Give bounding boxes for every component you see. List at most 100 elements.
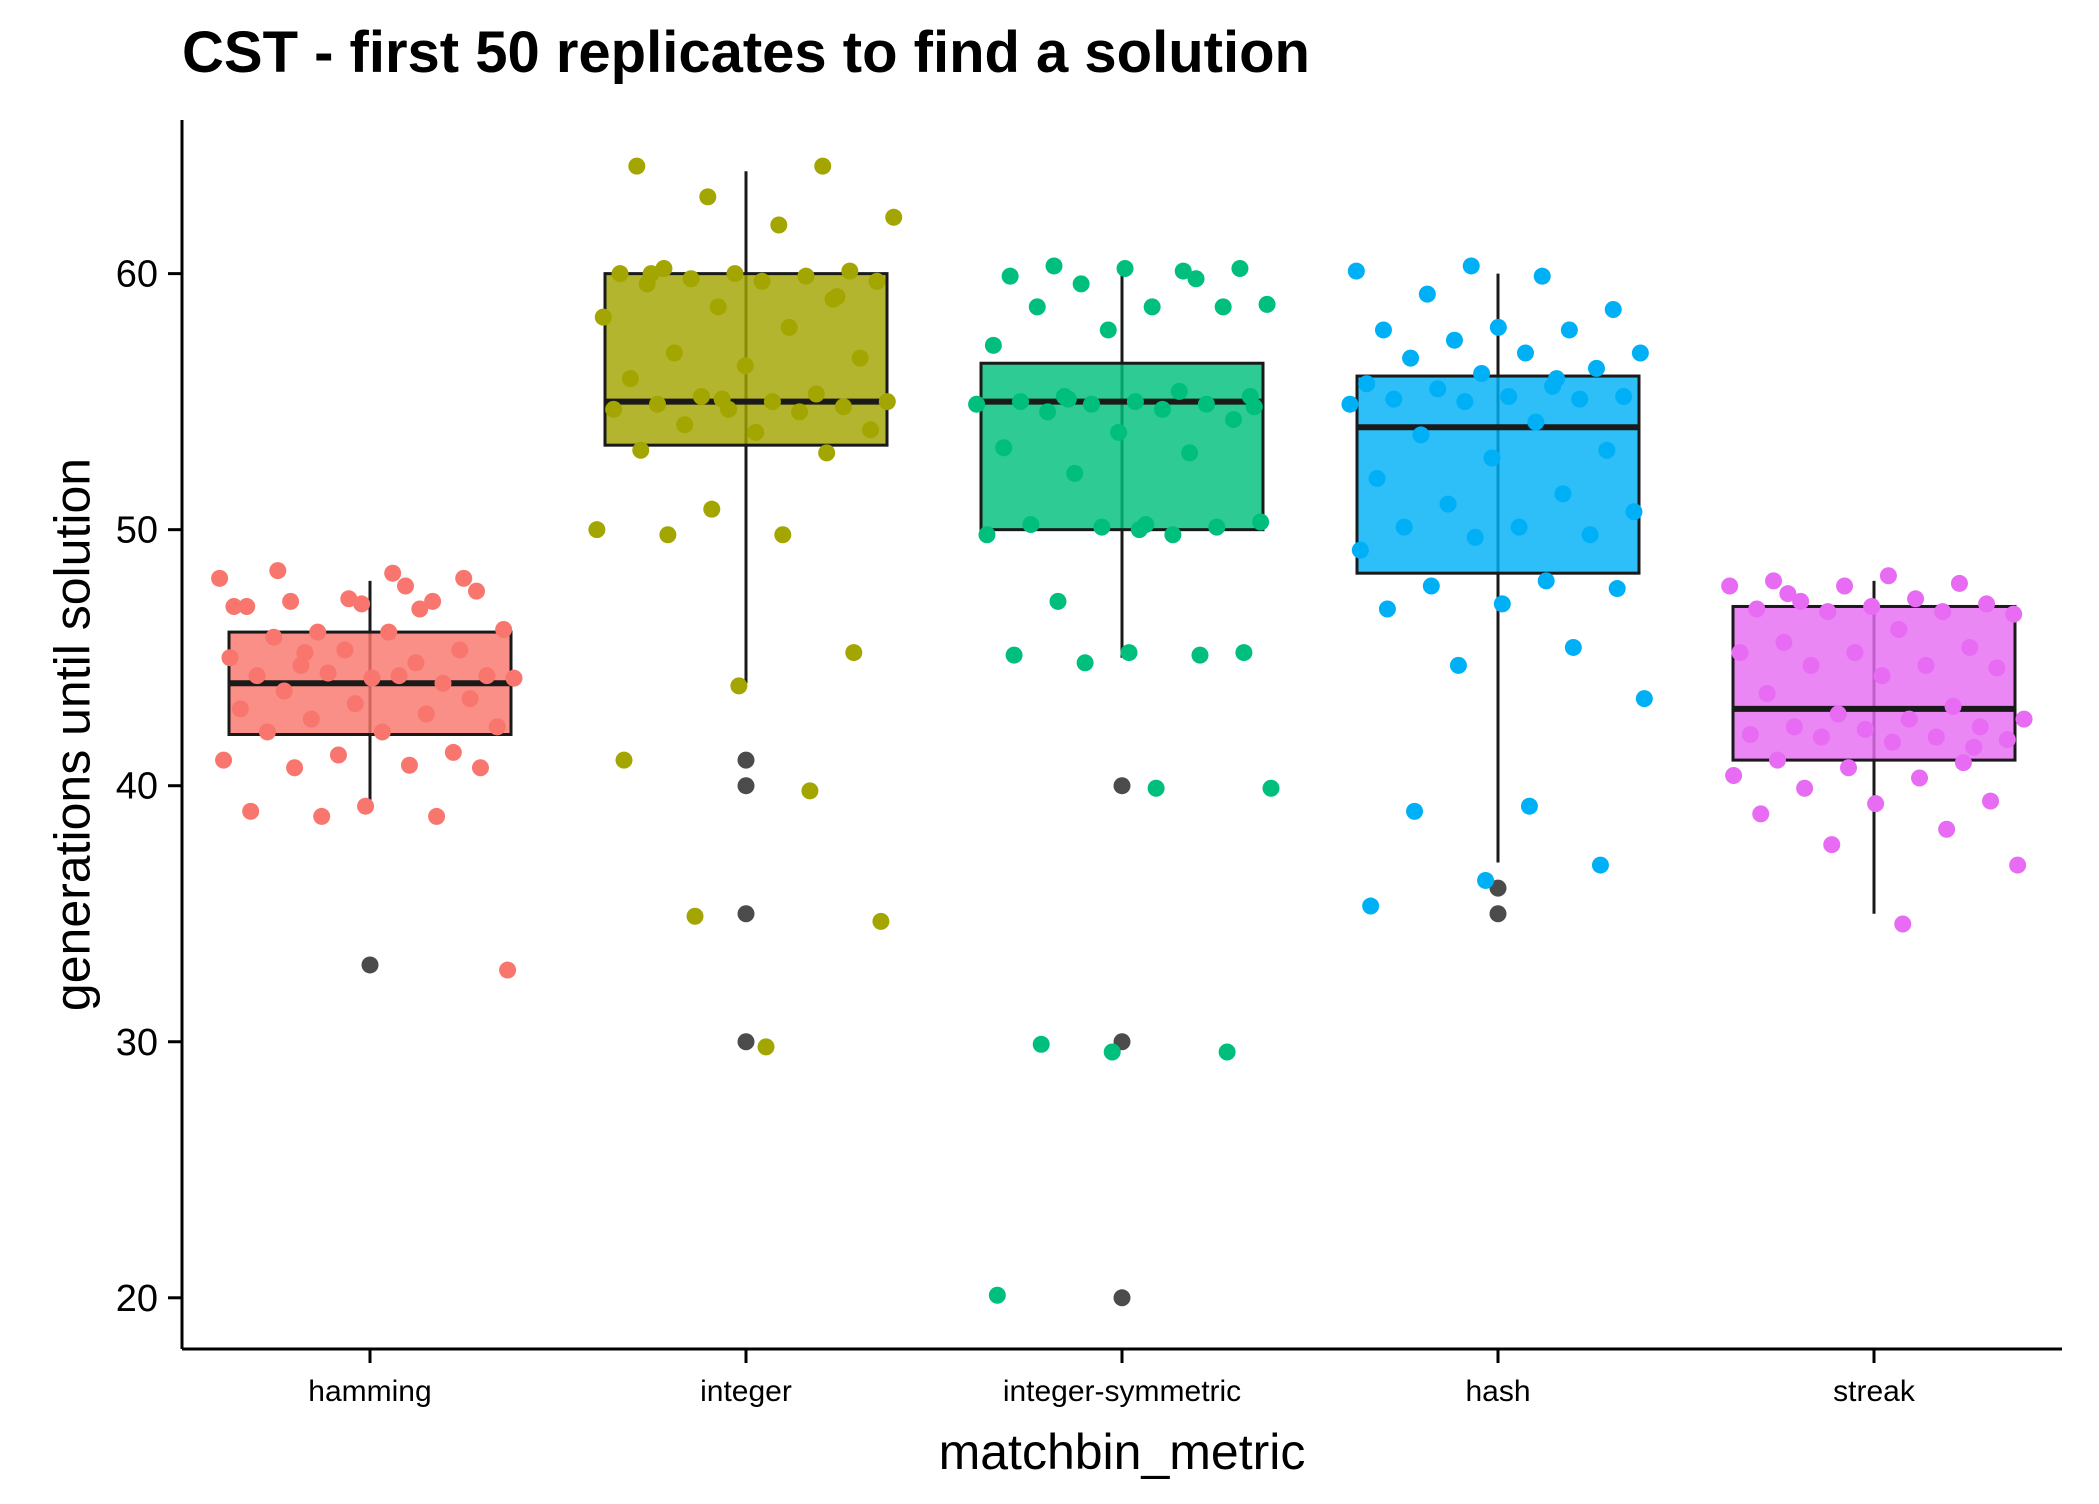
data-point — [1449, 656, 1467, 674]
data-point — [1262, 779, 1280, 797]
data-point — [621, 370, 639, 388]
data-point — [1258, 295, 1276, 313]
data-point — [1982, 792, 2000, 810]
data-point — [1110, 423, 1128, 441]
data-point — [1462, 257, 1480, 275]
data-point — [1418, 285, 1436, 303]
data-point — [655, 260, 673, 278]
data-point — [682, 270, 700, 288]
data-point — [757, 1038, 775, 1056]
chart-title: CST - first 50 replicates to find a solu… — [182, 20, 1310, 85]
data-point — [818, 444, 836, 462]
data-point — [1971, 718, 1989, 736]
data-point — [1005, 646, 1023, 664]
data-point — [801, 782, 819, 800]
data-point — [814, 157, 832, 175]
data-point — [1883, 733, 1901, 751]
data-point — [632, 441, 650, 459]
data-point — [1154, 400, 1172, 418]
data-point — [1489, 318, 1507, 336]
data-point — [1548, 370, 1566, 388]
data-point — [885, 208, 903, 226]
data-point — [747, 423, 765, 441]
data-point — [692, 388, 710, 406]
data-point — [1907, 590, 1925, 608]
data-point — [380, 623, 398, 641]
data-point — [1625, 503, 1643, 521]
data-point — [588, 521, 606, 539]
data-point — [1147, 779, 1165, 797]
data-point — [1944, 697, 1962, 715]
data-point — [1214, 298, 1232, 316]
data-point — [407, 654, 425, 672]
data-point — [774, 526, 792, 544]
data-point — [1066, 464, 1084, 482]
data-point — [1856, 720, 1874, 738]
box-streak — [1731, 604, 2017, 762]
data-point — [286, 759, 304, 777]
box-integer-symmetric — [979, 361, 1265, 532]
data-point — [1829, 705, 1847, 723]
x-tick-label: integer-symmetric — [1003, 1375, 1241, 1408]
data-point — [1045, 257, 1063, 275]
data-point — [1477, 871, 1495, 889]
box-group-integer-symmetric — [968, 257, 1280, 1307]
data-point — [1197, 395, 1215, 413]
data-point — [1059, 390, 1077, 408]
data-point — [1445, 331, 1463, 349]
data-point — [1765, 572, 1783, 590]
data-point — [736, 357, 754, 375]
data-point — [1631, 344, 1649, 362]
data-point — [1218, 1043, 1236, 1061]
data-point — [1076, 654, 1094, 672]
data-point — [1039, 403, 1057, 421]
data-point — [1867, 795, 1885, 813]
data-point — [1731, 644, 1749, 662]
data-point — [1934, 603, 1952, 621]
data-point — [1890, 621, 1908, 639]
data-point — [2015, 710, 2033, 728]
outlier-point — [1489, 879, 1507, 897]
data-point — [1604, 300, 1622, 318]
data-point — [1775, 633, 1793, 651]
data-point — [309, 623, 327, 641]
data-point — [1961, 638, 1979, 656]
data-point — [505, 669, 523, 687]
outlier-point — [737, 905, 755, 923]
data-point — [1368, 469, 1386, 487]
y-tick-label: 20 — [116, 1278, 158, 1320]
data-point — [1846, 644, 1864, 662]
data-point — [1245, 398, 1263, 416]
data-point — [1001, 267, 1019, 285]
data-point — [594, 308, 612, 326]
data-point — [1483, 449, 1501, 467]
data-point — [1796, 779, 1814, 797]
data-point — [628, 157, 646, 175]
data-point — [373, 723, 391, 741]
data-point — [1581, 526, 1599, 544]
data-point — [1099, 321, 1117, 339]
x-tick-label: streak — [1833, 1375, 1916, 1408]
data-point — [357, 797, 375, 815]
data-point — [615, 751, 633, 769]
data-point — [797, 267, 815, 285]
data-point — [1493, 595, 1511, 613]
data-point — [451, 641, 469, 659]
data-point — [1510, 518, 1528, 536]
data-point — [265, 628, 283, 646]
data-point — [1473, 364, 1491, 382]
outlier-point — [737, 1033, 755, 1051]
data-point — [1812, 728, 1830, 746]
data-point — [1208, 518, 1226, 536]
data-point — [1752, 805, 1770, 823]
data-point — [1174, 262, 1192, 280]
box-group-hash — [1341, 257, 1653, 923]
data-point — [1341, 395, 1359, 413]
data-point — [1466, 528, 1484, 546]
data-point — [1011, 393, 1029, 411]
data-point — [1049, 592, 1067, 610]
box-group-hamming — [211, 562, 523, 979]
data-point — [1802, 656, 1820, 674]
